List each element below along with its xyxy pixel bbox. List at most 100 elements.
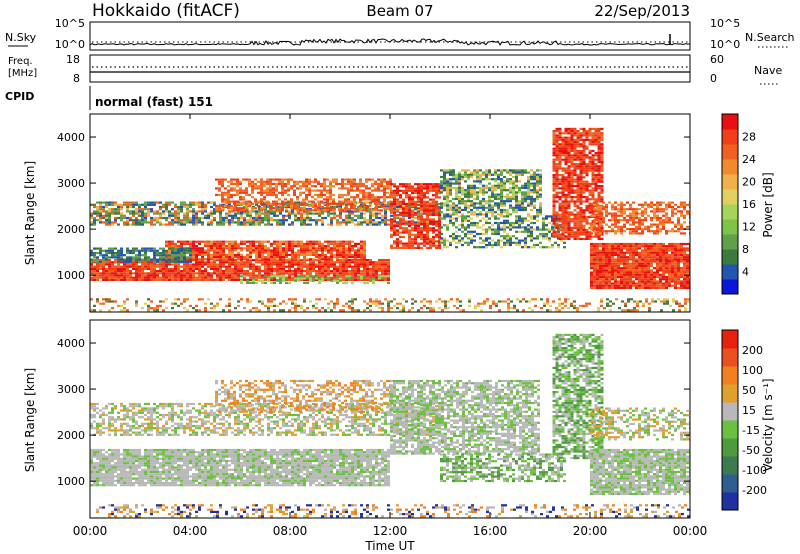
power-cell	[420, 238, 423, 241]
power-cell	[438, 207, 441, 210]
power-cell	[213, 249, 216, 252]
power-cell	[141, 272, 144, 275]
power-cell	[132, 256, 135, 259]
power-cell	[162, 263, 165, 266]
power-cell	[386, 207, 389, 210]
power-cell	[147, 260, 150, 263]
power-cell	[263, 185, 266, 188]
power-cell	[126, 247, 129, 250]
power-cell	[183, 276, 186, 279]
power-cell	[330, 219, 333, 222]
power-cell	[515, 204, 518, 207]
power-cell	[375, 278, 378, 281]
power-cell	[303, 205, 306, 209]
power-cell	[363, 240, 366, 243]
power-cell	[530, 228, 533, 231]
power-cell	[291, 251, 294, 254]
power-cell	[99, 267, 102, 270]
power-cell	[237, 245, 240, 248]
power-cell	[443, 224, 446, 227]
power-cell	[357, 276, 360, 279]
power-cell	[597, 156, 601, 159]
power-cell	[345, 203, 348, 206]
power-cell	[162, 254, 165, 257]
power-cell	[402, 198, 405, 201]
power-cell	[329, 209, 332, 212]
power-cell	[135, 270, 138, 273]
power-cell	[245, 200, 248, 203]
power-cell	[327, 258, 330, 261]
power-cell	[306, 245, 309, 248]
power-cell	[503, 219, 506, 222]
power-cell	[396, 221, 399, 224]
power-cell	[503, 228, 506, 231]
power-cell	[527, 175, 530, 179]
power-cell	[264, 261, 267, 264]
power-cell	[423, 205, 426, 208]
power-cell	[473, 224, 476, 227]
power-cell	[521, 206, 524, 209]
power-cell	[357, 265, 360, 268]
power-cell	[561, 209, 565, 212]
power-cell	[411, 219, 414, 222]
power-cell	[564, 218, 568, 221]
power-cell	[470, 239, 473, 242]
power-cell	[264, 256, 267, 259]
power-cell	[305, 196, 308, 199]
power-cell	[195, 247, 198, 250]
power-cell	[183, 247, 186, 250]
power-cell	[102, 214, 105, 217]
power-cell	[389, 185, 392, 188]
power-cell	[273, 247, 276, 250]
power-cell	[111, 254, 114, 257]
power-cell	[201, 261, 204, 264]
power-cell	[317, 182, 320, 186]
power-cell	[216, 263, 219, 266]
power-cell	[111, 256, 114, 259]
power-cell	[440, 237, 443, 240]
power-cell	[600, 143, 604, 146]
power-cell	[396, 198, 399, 201]
power-cell	[231, 261, 234, 264]
power-cell	[108, 263, 111, 266]
power-cell	[275, 182, 278, 186]
power-cell	[488, 197, 491, 201]
power-cell	[461, 200, 464, 203]
power-cell	[192, 219, 195, 222]
power-cell	[90, 221, 93, 224]
power-cell	[467, 215, 470, 218]
power-cell	[219, 256, 222, 259]
power-cell	[518, 171, 521, 174]
power-cell	[515, 175, 518, 179]
power-cell	[527, 178, 530, 181]
power-cell	[288, 212, 291, 215]
power-cell	[222, 216, 225, 220]
power-cell	[234, 242, 237, 245]
power-cell	[138, 265, 141, 268]
power-cell	[539, 186, 542, 190]
power-cell	[408, 213, 411, 217]
power-cell	[357, 205, 360, 209]
power-cell	[237, 272, 240, 275]
power-cell	[231, 249, 234, 252]
power-cell	[120, 203, 123, 206]
power-cell	[375, 214, 378, 217]
power-cell	[564, 163, 568, 166]
power-cell	[366, 259, 369, 262]
power-cell	[123, 270, 126, 273]
power-cell	[354, 274, 357, 277]
power-cell	[144, 219, 147, 222]
power-cell	[570, 211, 574, 214]
power-cell	[539, 180, 542, 183]
power-cell	[258, 219, 261, 222]
power-cell	[567, 132, 571, 135]
power-cell	[159, 212, 162, 215]
power-cell	[405, 189, 408, 192]
power-cell	[573, 165, 577, 168]
power-cell	[438, 224, 441, 228]
power-cell	[506, 208, 509, 212]
power-cell	[192, 214, 195, 217]
power-cell	[192, 247, 195, 250]
power-cell	[518, 186, 521, 190]
power-cell	[542, 221, 545, 225]
